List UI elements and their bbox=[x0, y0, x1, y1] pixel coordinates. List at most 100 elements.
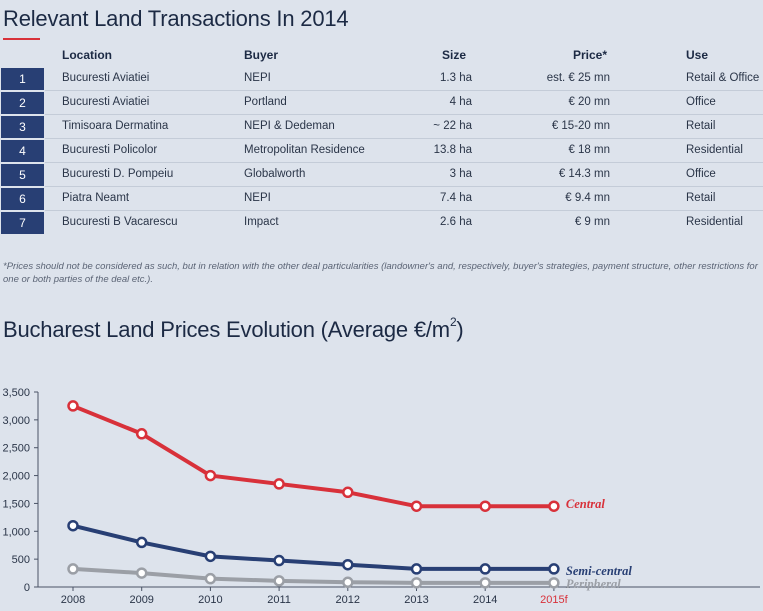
table-row: 1 Bucuresti Aviatiei NEPI 1.3 ha est. € … bbox=[0, 67, 763, 91]
data-point bbox=[67, 519, 79, 532]
data-point bbox=[135, 567, 148, 579]
table-row: 5 Bucuresti D. Pompeiu Globalworth 3 ha … bbox=[0, 163, 763, 187]
data-point bbox=[204, 469, 217, 482]
chart-title-superscript: 2 bbox=[449, 314, 457, 329]
x-tick-label: 2008 bbox=[61, 594, 85, 606]
cell-price: est. € 25 mn bbox=[546, 72, 610, 84]
header-use: Use bbox=[686, 48, 709, 62]
y-axis: 0 500 1,000 1,500 2,000 2,500 3,000 3,500 bbox=[2, 387, 39, 594]
y-tick-label: 1,000 bbox=[2, 526, 30, 538]
table-row: 6 Piatra Neamt NEPI 7.4 ha € 9.4 mn Reta… bbox=[0, 187, 763, 211]
series-line bbox=[72, 404, 554, 509]
data-point bbox=[135, 428, 148, 440]
cell-price: € 9 mn bbox=[574, 216, 610, 228]
series-label: Peripheral bbox=[566, 577, 621, 591]
cell-buyer: NEPI & Dedeman bbox=[244, 120, 335, 132]
cell-size: 2.6 ha bbox=[440, 216, 472, 228]
row-divider bbox=[45, 90, 763, 91]
cell-price: € 9.4 mn bbox=[565, 192, 610, 204]
data-point bbox=[479, 500, 491, 512]
series-semi-central: Semi-central bbox=[67, 519, 632, 578]
cell-price: € 20 mn bbox=[568, 96, 610, 108]
data-point bbox=[342, 576, 354, 589]
data-point bbox=[204, 572, 217, 585]
data-point bbox=[204, 550, 217, 563]
row-divider bbox=[45, 210, 763, 211]
x-tick-label: 2013 bbox=[404, 594, 428, 606]
transactions-table: Location Buyer Size Price* Use 1 Bucures… bbox=[0, 46, 763, 235]
row-divider bbox=[45, 114, 763, 115]
cell-size: 7.4 ha bbox=[440, 192, 472, 204]
cell-buyer: Impact bbox=[244, 216, 279, 228]
series-label: Central bbox=[566, 497, 605, 511]
data-point bbox=[479, 563, 491, 575]
data-point bbox=[342, 486, 354, 499]
x-tick-label: 2010 bbox=[198, 594, 222, 606]
data-point bbox=[273, 478, 285, 490]
cell-location: Bucuresti D. Pompeiu bbox=[62, 168, 174, 180]
cell-size: 1.3 ha bbox=[440, 72, 472, 84]
chart-title: Bucharest Land Prices Evolution (Average… bbox=[3, 314, 464, 343]
cell-location: Timisoara Dermatina bbox=[62, 120, 169, 132]
row-divider bbox=[45, 162, 763, 163]
data-point bbox=[67, 563, 79, 575]
cell-use: Retail bbox=[686, 192, 716, 204]
row-divider bbox=[45, 138, 763, 139]
header-location: Location bbox=[62, 48, 112, 62]
cell-location: Bucuresti Aviatiei bbox=[62, 96, 150, 108]
cell-size: ~ 22 ha bbox=[433, 120, 472, 132]
cell-buyer: NEPI bbox=[244, 192, 271, 204]
table-row: 4 Bucuresti Policolor Metropolitan Resid… bbox=[0, 139, 763, 163]
table-row: 3 Timisoara Dermatina NEPI & Dedeman ~ 2… bbox=[0, 115, 763, 139]
row-number-badge: 4 bbox=[1, 140, 44, 162]
y-tick-label: 0 bbox=[24, 582, 30, 594]
transactions-title: Relevant Land Transactions In 2014 bbox=[3, 6, 349, 31]
cell-use: Retail bbox=[686, 120, 716, 132]
cell-use: Retail & Office bbox=[686, 72, 760, 84]
x-tick-label: 2011 bbox=[267, 594, 291, 606]
row-number-badge: 2 bbox=[1, 92, 44, 114]
series-line bbox=[72, 523, 554, 571]
cell-location: Piatra Neamt bbox=[62, 192, 130, 204]
cell-use: Residential bbox=[686, 144, 743, 156]
series-peripheral: Peripheral bbox=[67, 563, 621, 591]
table-header: Location Buyer Size Price* Use bbox=[0, 46, 763, 67]
chart-title-close: ) bbox=[456, 317, 464, 342]
cell-size: 13.8 ha bbox=[433, 144, 472, 156]
cell-size: 4 ha bbox=[449, 96, 472, 108]
cell-location: Bucuresti Aviatiei bbox=[62, 72, 150, 84]
cell-size: 3 ha bbox=[449, 168, 472, 180]
x-tick-label: 2015f bbox=[540, 594, 568, 606]
header-size: Size bbox=[441, 48, 466, 62]
row-number-badge: 7 bbox=[1, 212, 44, 234]
title-accent-rule bbox=[3, 38, 40, 40]
data-point bbox=[479, 577, 491, 589]
row-number-badge: 5 bbox=[1, 164, 44, 186]
cell-buyer: Globalworth bbox=[244, 168, 306, 180]
row-number-badge: 1 bbox=[1, 68, 44, 90]
cell-location: Bucuresti B Vacarescu bbox=[62, 216, 178, 228]
x-tick-label: 2009 bbox=[129, 594, 153, 606]
cell-price: € 14.3 mn bbox=[558, 168, 610, 180]
data-point bbox=[410, 577, 423, 589]
cell-buyer: Metropolitan Residence bbox=[244, 144, 365, 156]
y-tick-label: 3,000 bbox=[2, 415, 30, 427]
data-point bbox=[548, 563, 560, 575]
chart-title-main: Bucharest Land Prices Evolution (Average… bbox=[3, 317, 450, 342]
x-axis: 2008 2009 2010 2011 2012 2013 2014 2015f bbox=[38, 586, 760, 606]
y-tick-label: 1,500 bbox=[2, 498, 30, 510]
table-row: 2 Bucuresti Aviatiei Portland 4 ha € 20 … bbox=[0, 91, 763, 115]
cell-location: Bucuresti Policolor bbox=[62, 144, 158, 156]
cell-buyer: Portland bbox=[244, 96, 287, 108]
data-point bbox=[410, 563, 423, 575]
header-price: Price* bbox=[572, 48, 607, 62]
data-point bbox=[273, 554, 285, 567]
series-central: Central bbox=[67, 400, 605, 512]
data-point bbox=[67, 400, 79, 412]
series-line bbox=[72, 566, 554, 585]
row-divider bbox=[45, 186, 763, 187]
y-tick-label: 500 bbox=[12, 554, 30, 566]
data-point bbox=[548, 500, 560, 512]
data-point bbox=[548, 577, 560, 589]
